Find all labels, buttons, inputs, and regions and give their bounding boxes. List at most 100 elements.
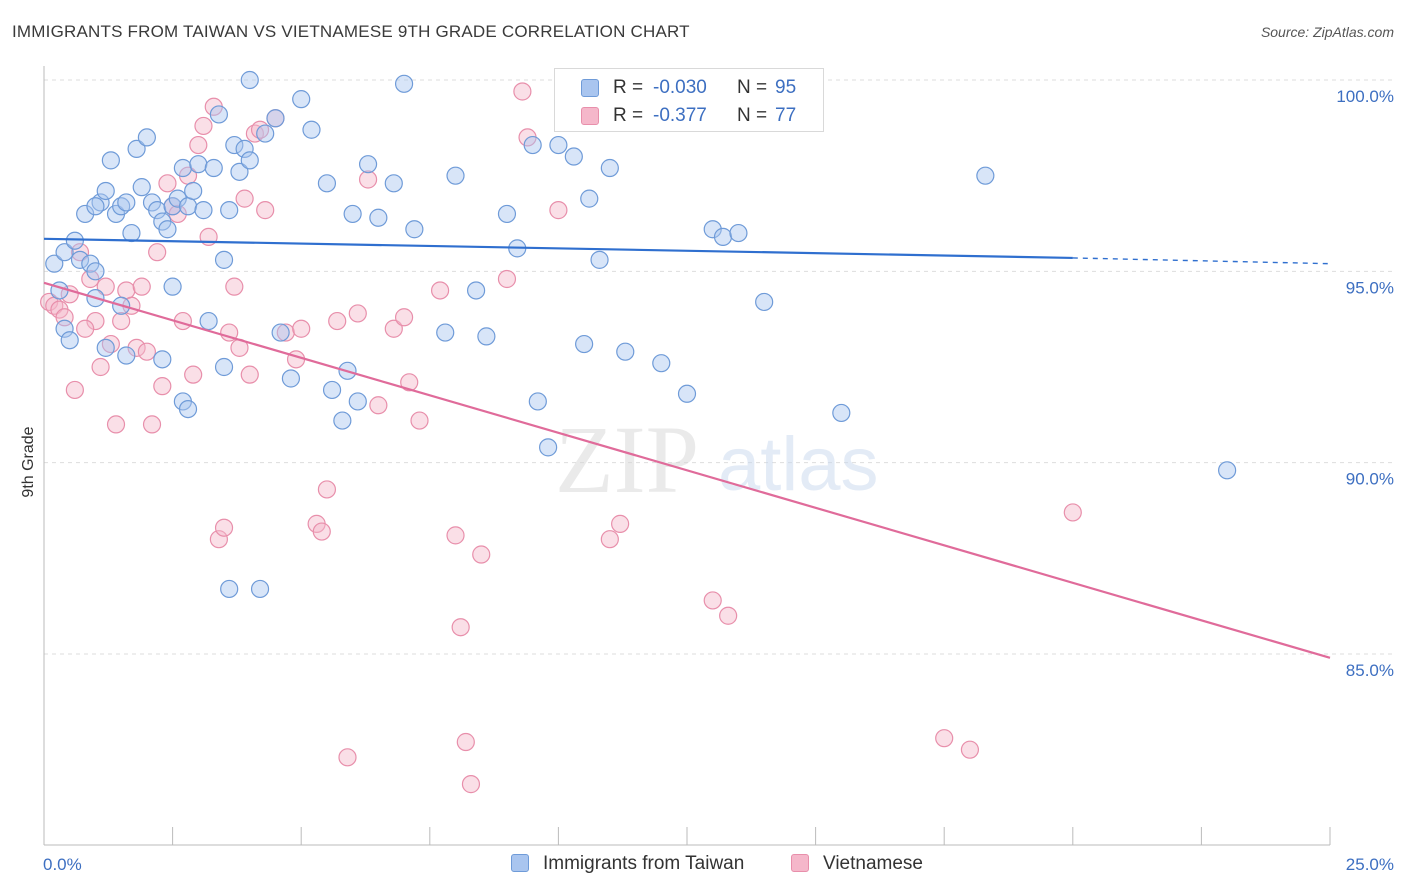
data-point	[96, 338, 115, 357]
data-point	[713, 227, 733, 246]
data-point	[168, 189, 187, 208]
data-point	[611, 514, 630, 533]
data-point	[549, 135, 568, 155]
data-point	[410, 411, 429, 430]
data-point	[230, 162, 249, 181]
data-point	[400, 373, 419, 392]
data-point	[112, 311, 131, 331]
data-point	[225, 135, 244, 155]
data-point	[719, 606, 738, 625]
data-point	[580, 189, 599, 208]
data-point	[220, 201, 239, 220]
data-point	[317, 480, 337, 499]
x-tick-label-min: 0.0%	[43, 855, 82, 874]
data-point	[189, 155, 208, 174]
trend-line	[43, 237, 1073, 260]
data-point	[117, 281, 136, 300]
y-tick-label: 90.0%	[1346, 470, 1394, 489]
data-point	[86, 262, 105, 281]
data-point	[86, 311, 105, 331]
series-taiwan	[45, 70, 1237, 599]
y-tick-label: 95.0%	[1346, 278, 1394, 297]
data-point	[148, 243, 167, 262]
legend-row-taiwan: R = -0.030 N = 95	[555, 75, 823, 103]
legend-swatch-vietnamese	[581, 107, 599, 125]
data-point	[148, 201, 167, 220]
data-point	[184, 365, 203, 384]
axes	[43, 66, 1331, 846]
data-point	[343, 204, 362, 224]
data-point	[214, 250, 234, 269]
watermark-atlas: atlas	[718, 422, 879, 507]
data-point	[497, 269, 517, 289]
data-point	[158, 174, 177, 193]
bottom-legend-label: Vietnamese	[823, 853, 923, 874]
y-tick-label: 85.0%	[1346, 661, 1394, 680]
data-point	[466, 281, 486, 300]
data-point	[65, 380, 84, 400]
data-point	[163, 277, 182, 296]
data-point	[590, 250, 609, 269]
data-point	[153, 350, 172, 369]
legend-n-value: 77	[775, 105, 797, 126]
data-point	[225, 277, 244, 296]
legend-n-value: 95	[775, 77, 797, 98]
chart-title: IMMIGRANTS FROM TAIWAN VS VIETNAMESE 9TH…	[12, 22, 690, 41]
data-point	[384, 174, 403, 193]
data-point	[127, 139, 146, 158]
bottom-legend-label: Immigrants from Taiwan	[543, 853, 745, 874]
legend-r-label: R =	[613, 105, 644, 126]
data-point	[451, 618, 470, 637]
data-point	[76, 204, 95, 224]
data-point	[322, 380, 342, 400]
data-point	[302, 120, 321, 139]
trend-lines	[43, 237, 1331, 659]
data-point	[1218, 461, 1237, 480]
legend-swatch-taiwan	[581, 79, 599, 97]
data-point	[600, 530, 619, 549]
watermark-zip: ZIP	[555, 406, 699, 513]
data-point	[960, 740, 980, 759]
legend-row-vietnamese: R = -0.377 N = 77	[555, 103, 823, 131]
data-point	[45, 254, 64, 273]
stats-legend: R = -0.030 N = 95 R = -0.377 N = 77	[554, 68, 824, 132]
data-point	[528, 392, 547, 411]
data-point	[266, 109, 285, 128]
data-point	[338, 748, 357, 767]
data-point	[935, 729, 954, 748]
data-point	[142, 415, 162, 434]
x-tick-label-max: 25.0%	[1346, 855, 1394, 874]
data-point	[240, 151, 259, 170]
data-point	[446, 526, 465, 545]
data-point	[256, 124, 275, 143]
data-point	[127, 338, 146, 357]
data-point	[328, 311, 347, 331]
data-point	[513, 82, 532, 101]
data-point	[132, 277, 151, 296]
data-point	[703, 591, 722, 610]
data-point	[281, 369, 301, 388]
data-point	[394, 74, 414, 93]
data-point	[209, 530, 228, 549]
data-point	[461, 775, 481, 794]
data-point	[117, 346, 136, 365]
data-point	[220, 323, 239, 342]
data-point	[184, 181, 203, 201]
data-point	[729, 223, 748, 243]
data-point	[394, 308, 414, 327]
data-point	[312, 522, 331, 541]
data-point	[652, 354, 671, 373]
data-point	[101, 151, 120, 170]
data-point	[194, 201, 213, 220]
data-point	[137, 342, 156, 361]
data-point	[60, 331, 79, 350]
data-point	[286, 350, 306, 369]
legend-r-label: R =	[613, 77, 644, 98]
series-vietnamese	[40, 70, 1082, 794]
data-point	[976, 166, 995, 185]
y-tick-label: 100.0%	[1336, 87, 1394, 106]
data-point	[832, 403, 851, 423]
data-point	[539, 438, 558, 457]
data-point	[616, 342, 635, 361]
